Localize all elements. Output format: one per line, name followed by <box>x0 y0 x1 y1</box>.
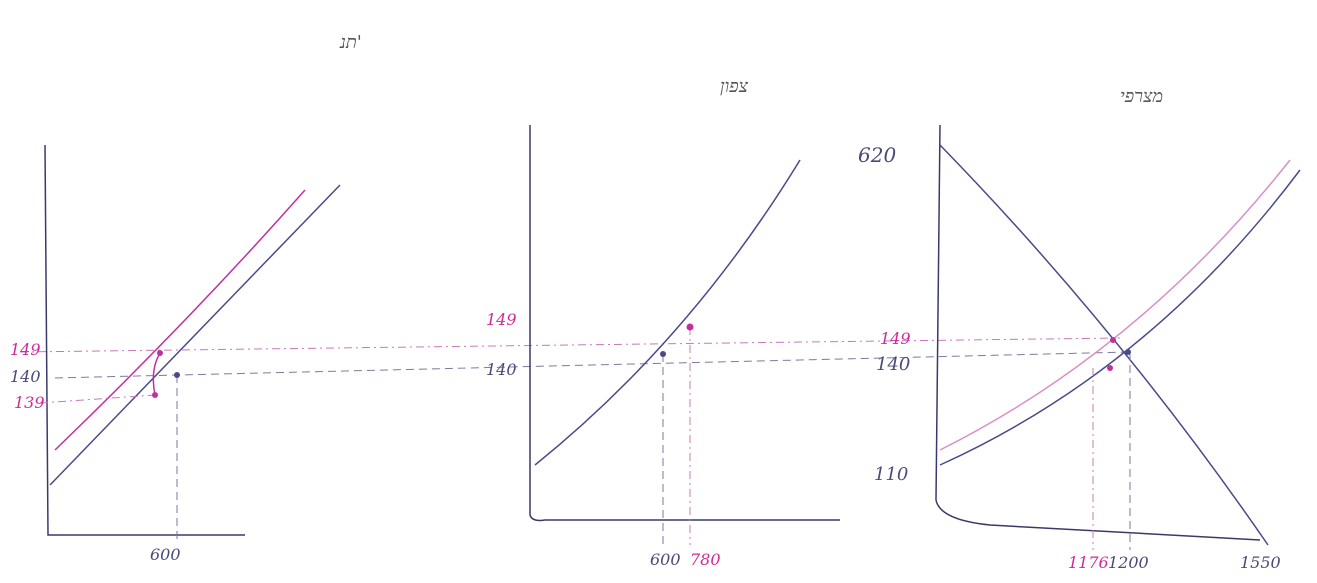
x-label: 600 <box>650 550 681 569</box>
panel-title: מצרפי <box>1120 86 1163 107</box>
guide-149 <box>19 337 1121 353</box>
y-label: 620 <box>858 143 896 167</box>
y-label: 140 <box>876 354 910 375</box>
x-label: 780 <box>690 550 721 569</box>
y-label: 140 <box>10 367 41 386</box>
axes <box>529 125 840 522</box>
x-label: 1176 <box>1068 553 1109 572</box>
point <box>1110 337 1116 343</box>
supply-shift <box>939 159 1291 451</box>
link <box>152 352 161 396</box>
y-label: 149 <box>10 340 41 359</box>
axes <box>44 144 245 536</box>
y-label: 110 <box>874 464 908 485</box>
point <box>152 392 158 398</box>
x-label: 1550 <box>1240 553 1281 572</box>
panel-title: צפון <box>720 76 749 97</box>
point <box>1107 365 1113 371</box>
y-label: 149 <box>880 329 911 348</box>
point <box>686 323 694 331</box>
point <box>157 350 163 356</box>
demand <box>939 144 1269 546</box>
supply <box>534 159 801 466</box>
y-label: 140 <box>486 360 517 379</box>
supply <box>49 184 341 486</box>
point <box>660 351 666 357</box>
supply-shift <box>54 189 306 451</box>
axes <box>935 124 1261 541</box>
point <box>174 372 180 378</box>
x-label: 600 <box>150 545 181 564</box>
guide-140 <box>54 351 1131 379</box>
supply <box>939 169 1301 466</box>
x-label: 1200 <box>1108 553 1149 572</box>
y-label: 139 <box>14 393 45 412</box>
panel-title: תנ' <box>339 32 362 53</box>
guide <box>39 394 156 404</box>
y-label: 149 <box>486 310 517 329</box>
point <box>1125 349 1131 355</box>
